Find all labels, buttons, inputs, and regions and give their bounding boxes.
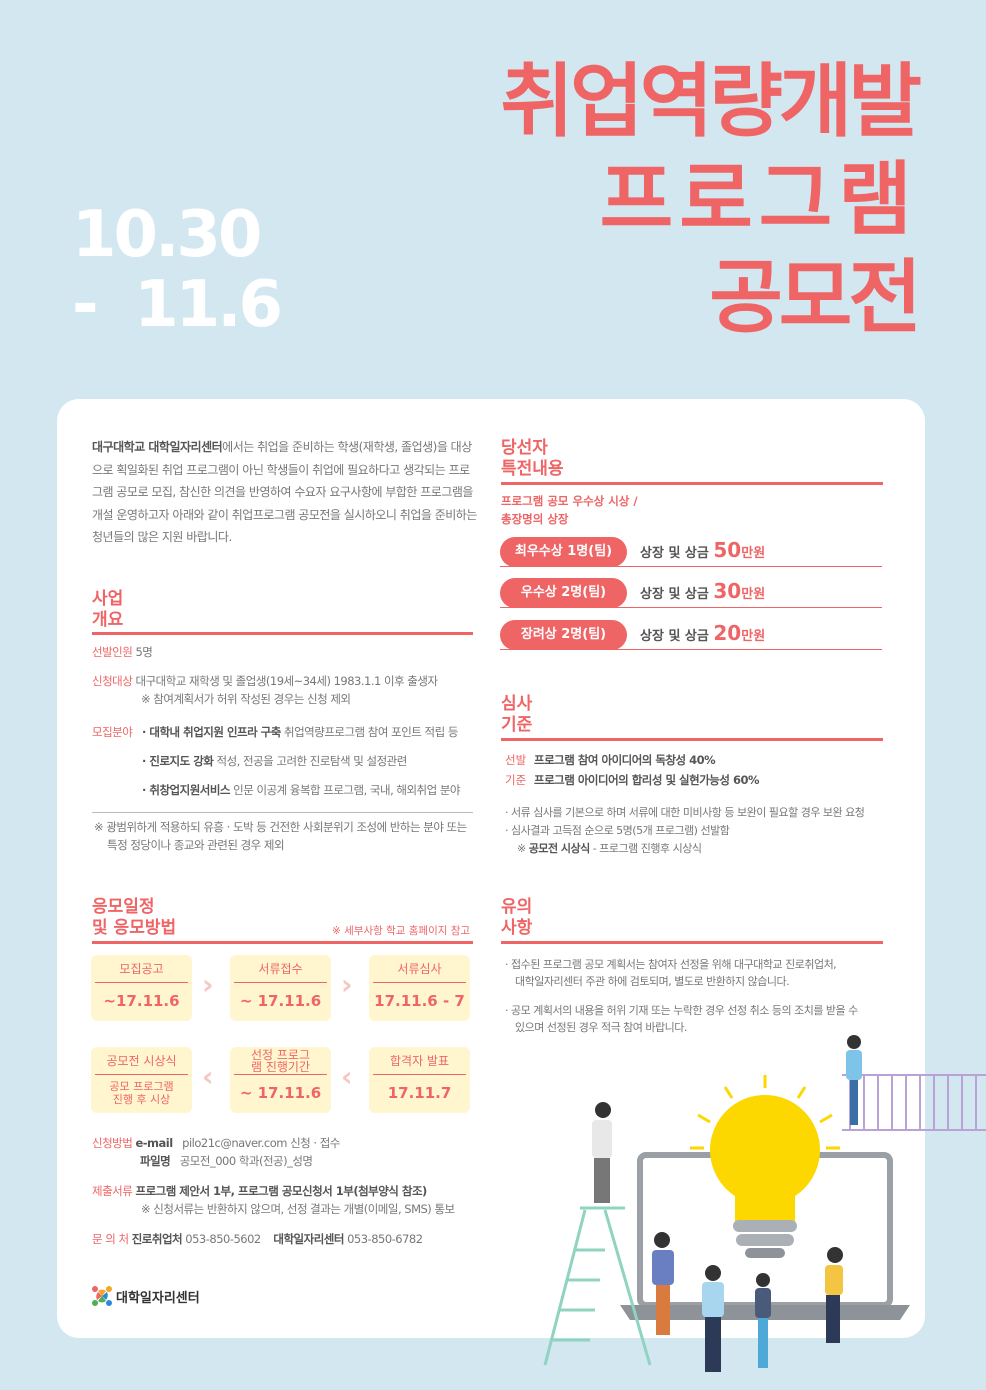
- prize-text: 상장 및 상금 20만원: [640, 621, 766, 645]
- balcony-rail: [842, 1074, 986, 1131]
- person-icon: [702, 1265, 724, 1372]
- contact-phone: 053-850-5602: [185, 1232, 261, 1246]
- contact-name: 대학일자리센터: [273, 1232, 344, 1246]
- prize-badge: 장려상 2명(팀): [500, 620, 627, 650]
- logo: 대학일자리센터: [91, 1285, 200, 1307]
- selection-value: 5명: [135, 645, 153, 659]
- logo-icon: [92, 1286, 112, 1306]
- notice-item: 대학일자리센터 주관 하에 검토되며, 별도로 반환하지 않습니다.: [515, 975, 790, 988]
- ceremony-text: - 프로그램 진행후 시상식: [592, 842, 702, 855]
- docs-label: 제출서류: [92, 1184, 133, 1198]
- prize-text: 상장 및 상금 50만원: [640, 538, 766, 562]
- person-icon: [825, 1247, 843, 1343]
- step-box: 모집공고 ~17.11.6: [91, 955, 192, 1021]
- step-box: 선정 프로그램 진행기간 ~ 17.11.6: [230, 1047, 331, 1113]
- prize-badge: 최우수상 1명(팀): [500, 537, 627, 567]
- target-note: ※ 참여계획서가 허위 작성된 경우는 신청 제외: [141, 692, 351, 706]
- divider: [92, 812, 473, 813]
- notice-item: · 공모 계획서의 내용을 허위 기재 또는 누락한 경우 선정 취소 등의 조…: [505, 1004, 858, 1017]
- contact-name: 진로취업처: [131, 1232, 183, 1246]
- field-name: · 취창업지원서비스: [142, 783, 231, 797]
- intro-org: 대구대학교 대학일자리센터: [92, 440, 223, 454]
- ceremony-label: 공모전 시상식: [528, 842, 591, 855]
- field-name: · 진로지도 강화: [142, 754, 214, 768]
- field-label: 모집분야: [92, 725, 133, 739]
- illustration: [543, 1035, 986, 1372]
- criteria-note: · 심사결과 고득점 순으로 5명(5개 프로그램) 선발함: [505, 824, 730, 837]
- person-icon: [755, 1273, 771, 1368]
- divider: [500, 566, 882, 567]
- divider: [92, 941, 473, 944]
- prize-badge: 우수상 2명(팀): [500, 578, 627, 608]
- criteria-label: 선발 기준: [505, 753, 527, 787]
- footnote: 특정 정당이나 종교와 관련된 경우 제외: [107, 838, 285, 852]
- step-box: 서류심사 17.11.6 - 7: [369, 955, 470, 1021]
- email-label: e-mail: [135, 1136, 173, 1150]
- person-icon: [592, 1102, 612, 1203]
- divider: [501, 738, 883, 741]
- contact-label: 문 의 처: [92, 1232, 129, 1246]
- divider: [501, 482, 883, 485]
- field-name: · 대학내 취업지원 인프라 구축: [142, 725, 281, 739]
- title-line-2: 프로그램: [599, 153, 918, 246]
- person-icon: [652, 1232, 674, 1335]
- step-box: 공모전 시상식 공모 프로그램 진행 후 시상: [91, 1047, 192, 1113]
- ladder: [543, 1206, 652, 1366]
- overview-heading: 사업 개요: [92, 589, 124, 630]
- divider: [501, 941, 883, 944]
- divider: [500, 607, 882, 608]
- chevron-right-icon: ›: [202, 968, 214, 1001]
- date-start: 10.30: [72, 198, 262, 272]
- lightbulb-icon: [690, 1075, 840, 1258]
- docs-note: ※ 신청서류는 반환하지 않으며, 선정 결과는 개별(이메일, SMS) 통보: [141, 1202, 455, 1216]
- selection-label: 선발인원: [92, 645, 133, 659]
- file-label: 파일명: [140, 1154, 171, 1168]
- notice-heading: 유의 사항: [501, 897, 533, 938]
- field-desc: 인문 이공계 융복합 프로그램, 국내, 해외취업 분야: [233, 783, 461, 797]
- method-label: 신청방법: [92, 1136, 133, 1150]
- prizes-sub: 프로그램 공모 우수상 시상 / 총장명의 상장: [501, 494, 638, 526]
- file-value: 공모전_000 학과(전공)_성명: [179, 1154, 313, 1168]
- target-value: 대구대학교 재학생 및 졸업생(19세~34세) 1983.1.1 이후 출생자: [135, 674, 438, 688]
- title-line-3: 공모전: [709, 251, 922, 344]
- docs-value: 프로그램 제안서 1부, 프로그램 공모신청서 1부(첨부양식 참조): [135, 1184, 427, 1198]
- prize-text: 상장 및 상금 30만원: [640, 579, 766, 603]
- footnote: ※ 광범위하게 적용하되 유흥 · 도박 등 건전한 사회분위기 조성에 반하는…: [94, 820, 467, 834]
- logo-text: 대학일자리센터: [116, 1290, 200, 1306]
- step-box: 서류접수 ~ 17.11.6: [230, 955, 331, 1021]
- divider: [500, 649, 882, 650]
- person-icon: [846, 1035, 862, 1125]
- notice-item: · 접수된 프로그램 공모 계획서는 참여자 선정을 위해 대구대학교 진로취업…: [505, 958, 837, 971]
- chevron-left-icon: ‹: [202, 1060, 214, 1093]
- chevron-left-icon: ‹: [341, 1060, 353, 1093]
- prizes-heading: 당선자 특전내용: [501, 438, 564, 479]
- contact-phone: 053-850-6782: [347, 1232, 423, 1246]
- field-desc: 취업역량프로그램 참여 포인트 적립 등: [284, 725, 458, 739]
- email-value[interactable]: pilo21c@naver.com 신청 · 접수: [182, 1136, 340, 1150]
- intro-text: 대구대학교 대학일자리센터에서는 취업을 준비하는 학생(재학생, 졸업생)을 …: [92, 436, 478, 549]
- schedule-note: ※ 세부사항 학교 홈페이지 참고: [332, 925, 471, 937]
- target-label: 신청대상: [92, 674, 133, 688]
- schedule-heading: 응모일정 및 응모방법: [92, 897, 177, 938]
- notice-item: 있으며 선정된 경우 적극 참여 바랍니다.: [515, 1021, 687, 1034]
- field-desc: 적성, 전공을 고려한 진로탐색 및 설정관련: [216, 754, 408, 768]
- criteria-note: · 서류 심사를 기본으로 하며 서류에 대한 미비사항 등 보완이 필요할 경…: [505, 806, 865, 819]
- step-box: 합격자 발표 17.11.7: [369, 1047, 470, 1113]
- criteria-heading: 심사 기준: [501, 694, 533, 735]
- intro-body: 에서는 취업을 준비하는 학생(재학생, 졸업생)을 대상으로 획일화된 취업 …: [92, 440, 477, 544]
- divider: [92, 632, 473, 635]
- date-end: - 11.6: [72, 268, 283, 342]
- criteria-items: 프로그램 참여 아이디어의 독창성 40% 프로그램 아이디어의 합리성 및 실현…: [534, 753, 759, 787]
- chevron-right-icon: ›: [341, 968, 353, 1001]
- title-line-1: 취업역량개발: [500, 55, 922, 148]
